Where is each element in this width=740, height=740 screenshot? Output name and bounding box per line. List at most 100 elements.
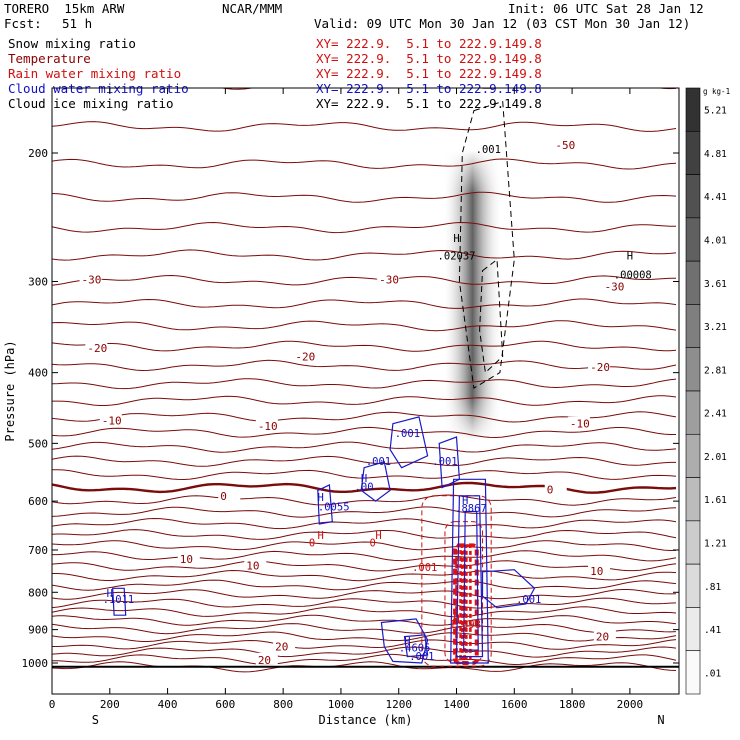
temp-label: 10 xyxy=(180,553,193,566)
colorbar-label: 3.21 xyxy=(704,322,727,333)
x-tick-label: 400 xyxy=(158,698,178,711)
cloud-water-contour xyxy=(380,618,429,664)
temp-label: 20 xyxy=(275,641,288,654)
cloud-water-contour xyxy=(450,478,489,664)
annotation-label: H xyxy=(453,233,459,245)
temp-label-bg xyxy=(79,272,102,285)
temp-label-bg xyxy=(593,629,616,642)
colorbar-swatch xyxy=(685,260,701,305)
temp-contour xyxy=(52,560,677,572)
temp-contour xyxy=(52,469,677,481)
south-label: S xyxy=(92,713,99,727)
temp-label-bg xyxy=(255,418,278,431)
colorbar-label: 3.61 xyxy=(704,279,727,290)
temp-label-bg xyxy=(177,551,200,564)
x-tick-label: 800 xyxy=(273,698,293,711)
temp-label-bg xyxy=(602,279,625,292)
temp-label-bg xyxy=(567,416,590,429)
temp-label-bg xyxy=(553,137,576,150)
colorbar-swatch xyxy=(685,433,701,478)
y-tick-label: 400 xyxy=(28,367,48,380)
colorbar-label: 2.81 xyxy=(704,365,727,376)
annotation-label: .001 xyxy=(395,428,420,440)
y-tick-label: 300 xyxy=(28,275,48,288)
rain-contour xyxy=(421,495,492,667)
temp-label: -50 xyxy=(555,139,575,152)
field-xy-cloud-ice: XY= 222.9. 5.1 to 222.9.149.8 xyxy=(316,96,542,111)
x-tick-label: 0 xyxy=(49,698,56,711)
temp-contour xyxy=(52,550,677,562)
temp-contour xyxy=(52,540,677,552)
annotation-label: H xyxy=(627,251,633,263)
temp-contour xyxy=(52,30,676,40)
annotation-label: .1011 xyxy=(103,594,135,606)
temp-label-bg xyxy=(293,349,316,362)
annotation-label: H xyxy=(361,473,367,485)
colorbar-unit: g kg-1 xyxy=(703,87,730,96)
cloud-water-contour xyxy=(317,483,333,525)
colorbar-swatch xyxy=(685,304,701,349)
temp-contour xyxy=(52,517,677,530)
annotation-label: 0 xyxy=(309,537,315,549)
temp-contour xyxy=(52,589,677,600)
annotation-label: .00 xyxy=(355,481,374,493)
annotation-label: 0 xyxy=(370,537,376,549)
cloud-water-contour xyxy=(481,569,536,609)
cloud-ice-contour xyxy=(479,258,504,374)
temp-contour xyxy=(52,359,677,372)
temp-contour xyxy=(52,274,677,286)
temp-label: 20 xyxy=(258,654,271,667)
temp-contour xyxy=(52,191,677,203)
temp-label: -10 xyxy=(102,414,122,427)
annotation-label: .001 xyxy=(409,651,434,663)
temp-contour xyxy=(52,506,677,518)
annotation-label: H xyxy=(375,530,381,542)
temp-label: -20 xyxy=(295,350,315,363)
annotation-label: H xyxy=(107,588,113,600)
colorbar-swatch xyxy=(685,174,701,219)
temp-contour xyxy=(52,455,676,467)
north-label: N xyxy=(657,713,664,727)
y-tick-label: 200 xyxy=(28,147,48,160)
annotation-label: H xyxy=(462,495,468,507)
colorbar-swatch xyxy=(685,217,701,262)
x-tick-label: 200 xyxy=(100,698,120,711)
field-name-snow: Snow mixing ratio xyxy=(8,36,136,51)
annotation-label: 1.898 xyxy=(449,619,481,631)
cloud-water-contour xyxy=(463,510,479,651)
temp-contour xyxy=(52,378,677,390)
field-name-temperature: Temperature xyxy=(8,51,91,66)
temp-contour xyxy=(52,639,677,650)
annotation-label: .001 xyxy=(432,456,457,468)
temp-label-bg xyxy=(99,413,122,426)
colorbar-label: 4.81 xyxy=(704,149,727,160)
temp-label-bg xyxy=(588,360,611,373)
annotation-label: .02037 xyxy=(438,251,476,263)
temp-contour xyxy=(52,340,677,352)
temp-contour xyxy=(52,579,677,591)
temp-label: 10 xyxy=(590,565,603,578)
temp-label: 0 xyxy=(220,490,227,503)
temp-label: -20 xyxy=(87,342,107,355)
colorbar-label: .01 xyxy=(704,668,721,679)
colorbar-label: 1.21 xyxy=(704,539,727,550)
temp-contour xyxy=(52,569,677,582)
annotation-label: .8867 xyxy=(455,503,487,515)
colorbar-swatch xyxy=(685,130,701,175)
temp-contour xyxy=(52,426,676,439)
x-tick-label: 2000 xyxy=(617,698,644,711)
temp-contour xyxy=(52,494,677,506)
y-tick-label: 600 xyxy=(28,495,48,508)
colorbar-swatch xyxy=(685,347,701,392)
x-axis-label: Distance (km) xyxy=(319,713,413,727)
cloud-water-contour xyxy=(112,587,127,616)
field-name-cloud-ice: Cloud ice mixing ratio xyxy=(8,96,174,111)
annotation-label: .4605 xyxy=(399,643,431,655)
y-axis-label: Pressure (hPa) xyxy=(3,340,17,441)
cloud-water-contour xyxy=(360,461,391,502)
y-tick-label: 900 xyxy=(28,624,48,637)
temp-contour xyxy=(52,631,677,642)
temp-contour xyxy=(52,395,677,406)
temp-contour xyxy=(52,614,677,626)
colorbar-label: 1.61 xyxy=(704,495,727,506)
